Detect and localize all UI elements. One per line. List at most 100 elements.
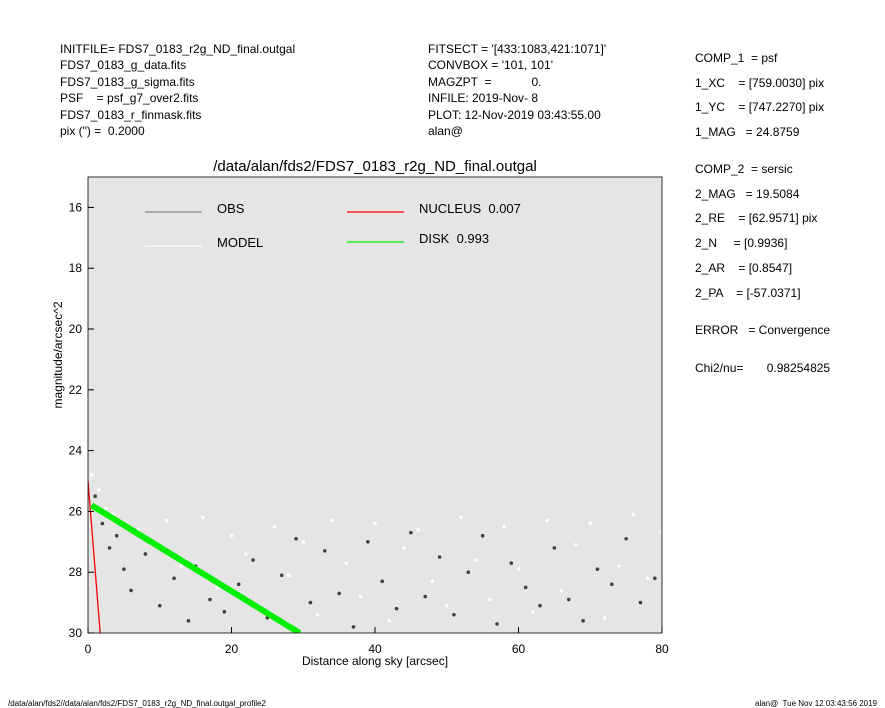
data-point <box>631 512 636 517</box>
data-point <box>222 609 227 614</box>
data-point <box>157 603 162 608</box>
data-point <box>588 521 593 526</box>
data-point <box>129 588 133 593</box>
data-point <box>229 533 234 538</box>
data-point <box>502 524 506 529</box>
data-point <box>122 567 126 571</box>
data-point <box>236 582 241 587</box>
chart-title: /data/alan/fds2/FDS7_0183_r2g_ND_final.o… <box>213 158 537 175</box>
data-point <box>480 533 485 538</box>
data-point <box>96 488 101 492</box>
data-point <box>272 524 277 529</box>
y-tick-label: 30 <box>69 626 83 640</box>
data-point <box>531 609 535 614</box>
data-point <box>581 619 585 623</box>
data-point <box>114 533 119 538</box>
data-point <box>523 585 528 590</box>
data-point <box>516 567 521 571</box>
data-point <box>430 579 435 584</box>
header-line: FITSECT = '[433:1083,421:1071]' <box>428 42 606 56</box>
data-point <box>624 536 628 541</box>
fit-param: 2_RE = [62.9571] pix <box>695 211 817 225</box>
data-point <box>509 561 514 565</box>
data-point <box>322 549 327 553</box>
y-tick-label: 26 <box>69 504 83 518</box>
header-line: FDS7_0183_r_finmask.fits <box>60 108 201 122</box>
data-point <box>208 597 212 602</box>
data-point <box>186 619 191 623</box>
data-point <box>645 576 650 581</box>
data-point <box>380 579 384 584</box>
data-point <box>653 576 657 581</box>
data-point <box>244 552 248 556</box>
data-point <box>143 552 148 556</box>
data-point <box>602 616 607 620</box>
data-point <box>172 576 176 581</box>
footer-stamp: alan@ Tue Nov 12 03:43:56 2019 <box>755 699 878 708</box>
data-point <box>574 543 578 547</box>
data-point <box>301 540 306 544</box>
data-point <box>452 612 456 617</box>
data-point <box>100 521 105 526</box>
data-point <box>330 518 334 523</box>
data-point <box>660 530 662 535</box>
footer-path: /data/alan/fds2//data/alan/fds2/FDS7_018… <box>8 699 267 708</box>
data-point <box>595 567 600 571</box>
data-point <box>179 564 184 568</box>
data-point <box>566 597 571 602</box>
data-point <box>344 561 349 565</box>
fit-param: 1_YC = [747.2270] pix <box>695 100 824 114</box>
y-tick-label: 24 <box>69 444 83 458</box>
data-point <box>165 518 169 523</box>
header-line: FDS7_0183_g_data.fits <box>60 58 186 72</box>
header-line: INITFILE= FDS7_0183_r2g_ND_final.outgal <box>60 42 295 56</box>
data-point <box>287 573 291 578</box>
y-tick-label: 16 <box>69 200 83 214</box>
data-point <box>93 494 97 499</box>
fit-param: COMP_2 = sersic <box>695 162 793 176</box>
data-point <box>401 546 406 550</box>
data-point <box>466 570 471 574</box>
data-point <box>215 585 219 590</box>
plot-area <box>88 177 662 633</box>
header-line: CONVBOX = '101, 101' <box>428 58 553 72</box>
header-line: MAGZPT = 0. <box>428 75 541 89</box>
y-tick-label: 28 <box>69 565 83 579</box>
data-point <box>373 521 377 526</box>
x-tick-label: 80 <box>655 642 669 656</box>
legend-label: NUCLEUS 0.007 <box>419 201 521 216</box>
fit-param: COMP_1 = psf <box>695 51 778 65</box>
fit-param: 2_N = [0.9936] <box>695 236 787 250</box>
data-point <box>107 546 112 550</box>
data-point <box>416 527 420 532</box>
data-point <box>488 597 492 602</box>
data-point <box>366 540 370 544</box>
data-point <box>473 558 478 562</box>
data-point <box>308 600 313 605</box>
data-point <box>294 536 298 541</box>
data-point <box>495 622 499 626</box>
data-point <box>387 619 392 623</box>
data-point <box>394 606 399 611</box>
x-tick-label: 40 <box>368 642 382 656</box>
data-point <box>279 573 284 578</box>
data-point <box>444 603 449 608</box>
data-point <box>104 506 108 511</box>
fit-param: ERROR = Convergence <box>695 323 830 337</box>
y-tick-label: 20 <box>69 322 83 336</box>
data-point <box>559 588 564 593</box>
fit-param: 1_XC = [759.0030] pix <box>695 76 824 90</box>
legend-label: OBS <box>217 201 245 216</box>
plot-marks <box>88 473 662 633</box>
data-point <box>545 518 549 523</box>
y-tick-label: 18 <box>69 261 83 275</box>
data-point <box>351 625 356 629</box>
fit-param: 1_MAG = 24.8759 <box>695 125 800 139</box>
data-point <box>459 515 463 520</box>
x-tick-label: 0 <box>85 642 92 656</box>
data-point <box>609 582 614 587</box>
data-point <box>423 594 428 599</box>
fit-param: 2_AR = [0.8547] <box>695 261 792 275</box>
model-line <box>88 480 101 633</box>
